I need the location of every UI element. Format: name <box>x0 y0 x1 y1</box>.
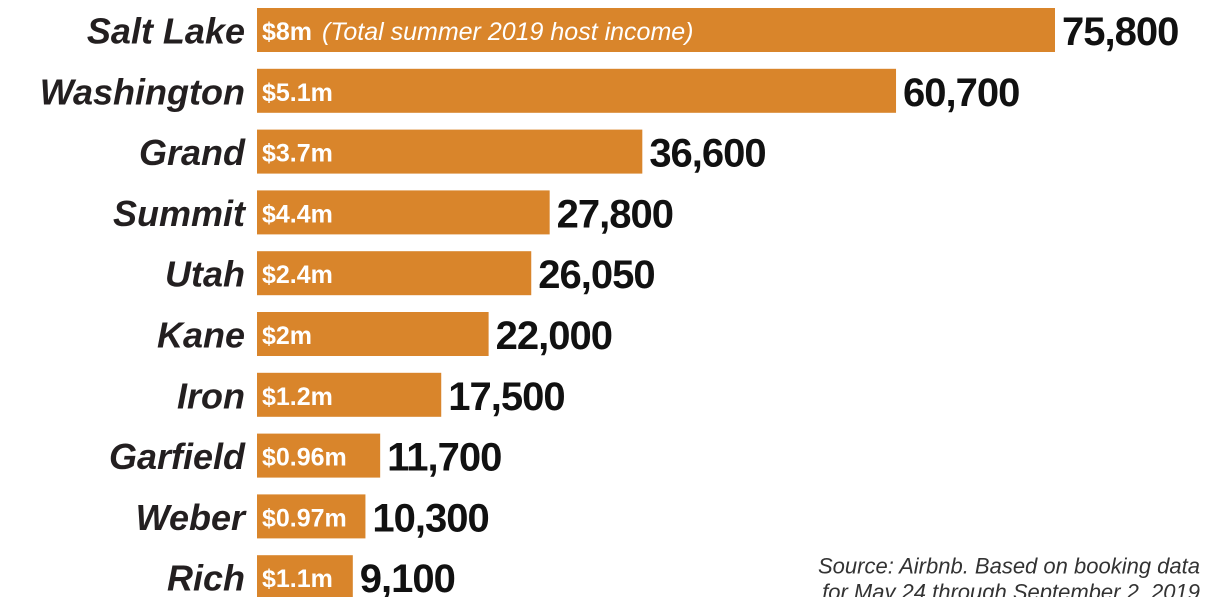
source-line: for May 24 through September 2, 2019 <box>822 580 1200 597</box>
income-label: $3.7m <box>262 140 333 168</box>
bar <box>257 494 366 539</box>
value-label: 75,800 <box>1062 10 1178 54</box>
bar <box>257 372 442 417</box>
income-label: $2.4m <box>262 261 333 289</box>
bar <box>257 433 381 478</box>
bar <box>257 68 897 113</box>
category-label: Utah <box>165 254 245 295</box>
income-label: $4.4m <box>262 200 333 228</box>
bar <box>257 312 489 356</box>
category-label: Salt Lake <box>87 11 245 52</box>
value-label: 60,700 <box>903 71 1019 115</box>
income-label: $0.97m <box>262 504 347 532</box>
category-label: Weber <box>136 497 247 538</box>
category-label: Washington <box>40 71 245 112</box>
value-label: 27,800 <box>557 192 673 236</box>
income-label: $1.2m <box>262 383 333 411</box>
annotation: (Total summer 2019 host income) <box>322 18 693 46</box>
source-line: Source: Airbnb. Based on booking data <box>818 554 1200 579</box>
bar <box>257 555 353 597</box>
category-label: Summit <box>113 193 247 234</box>
bar <box>257 251 532 296</box>
value-label: 10,300 <box>372 496 488 540</box>
category-label: Kane <box>157 315 245 356</box>
value-label: 36,600 <box>649 132 765 176</box>
value-label: 26,050 <box>538 253 654 297</box>
value-label: 11,700 <box>387 436 501 480</box>
category-label: Grand <box>139 132 246 173</box>
income-label: $1.1m <box>262 565 333 593</box>
income-label: $5.1m <box>262 79 333 107</box>
bar <box>257 8 1055 52</box>
income-label: $2m <box>262 322 312 350</box>
category-label: Rich <box>167 558 245 597</box>
income-label: $0.96m <box>262 444 347 472</box>
category-label: Iron <box>177 375 245 416</box>
value-label: 9,100 <box>360 557 455 597</box>
income-label: $8m <box>262 18 312 46</box>
value-label: 17,500 <box>448 375 564 419</box>
value-label: 22,000 <box>496 314 612 358</box>
bar <box>257 129 643 174</box>
bar <box>257 190 550 235</box>
category-label: Garfield <box>109 436 246 477</box>
